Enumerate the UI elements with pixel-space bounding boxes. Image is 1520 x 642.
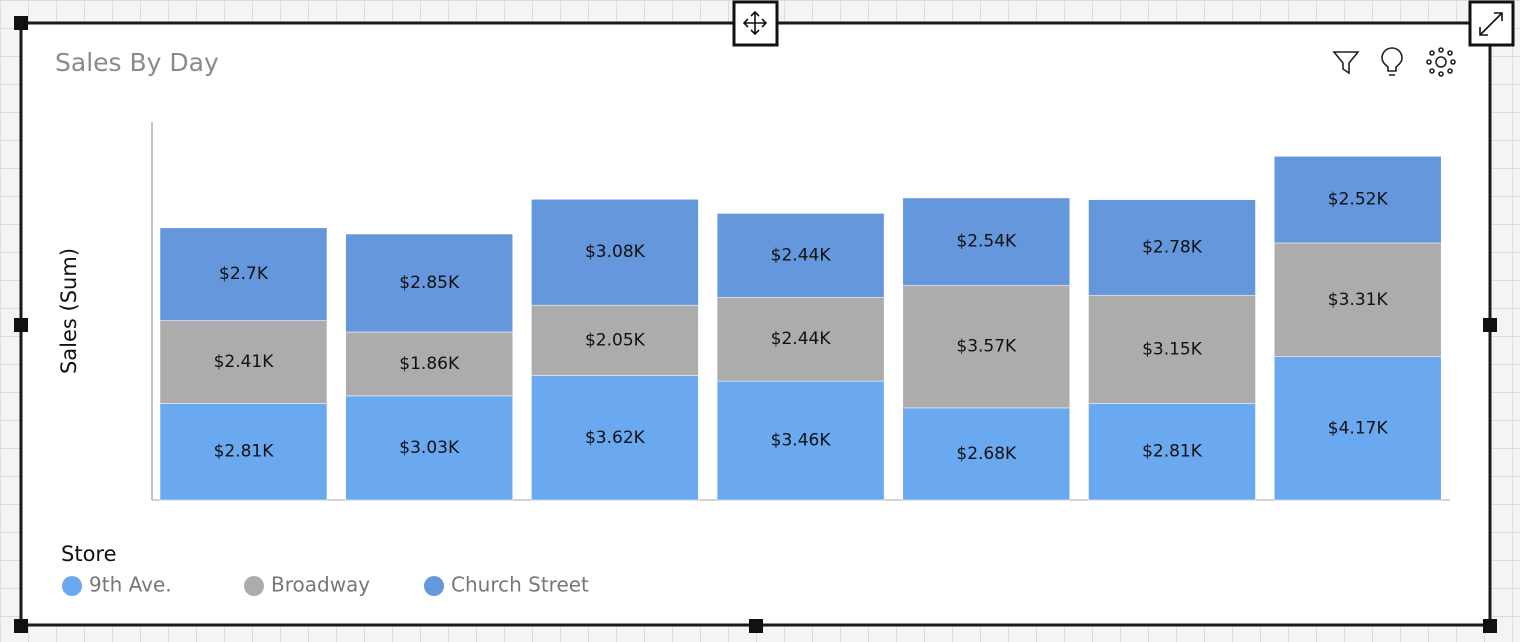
insight-icon[interactable]: [1381, 47, 1403, 76]
data-label: $3.31K: [1328, 290, 1389, 310]
bar-segment[interactable]: [345, 233, 513, 333]
legend-label[interactable]: Church Street: [451, 573, 589, 597]
bar-segment[interactable]: [1088, 403, 1256, 501]
bar-segment[interactable]: [716, 380, 885, 501]
legend-label[interactable]: 9th Ave.: [89, 573, 172, 597]
bar-segment[interactable]: [531, 199, 699, 306]
data-label: $3.15K: [1142, 339, 1203, 359]
bar-segment[interactable]: [1273, 242, 1442, 357]
data-label: $3.57K: [956, 337, 1017, 357]
legend-label[interactable]: Broadway: [271, 573, 370, 597]
data-label: $2.05K: [585, 330, 646, 350]
bar-segment[interactable]: [1273, 356, 1442, 501]
bar-segment[interactable]: [716, 213, 885, 298]
expand-button[interactable]: [1468, 0, 1515, 47]
settings-icon[interactable]: [1426, 47, 1456, 77]
y-axis-label: Sales (Sum): [57, 248, 81, 374]
data-label: $2.81K: [214, 442, 275, 462]
data-label: $3.46K: [771, 431, 832, 451]
bar-segment[interactable]: [159, 403, 328, 501]
chart-title: Sales By Day: [55, 48, 219, 77]
data-label: $2.41K: [214, 352, 275, 372]
bar-segment[interactable]: [902, 197, 1071, 286]
data-label: $2.68K: [956, 444, 1017, 464]
bar-segment[interactable]: [531, 375, 699, 501]
legend-swatch[interactable]: [424, 576, 444, 596]
bar-segment[interactable]: [159, 227, 328, 321]
data-label: $2.81K: [1142, 442, 1203, 462]
data-label: $3.08K: [585, 242, 646, 262]
bar-segment[interactable]: [716, 297, 885, 382]
bar-segment[interactable]: [1088, 199, 1256, 296]
bar-segment[interactable]: [1088, 294, 1256, 404]
bar-segment[interactable]: [902, 407, 1071, 501]
data-label: $2.78K: [1142, 237, 1203, 257]
bar-segment[interactable]: [345, 331, 513, 397]
data-label: $3.03K: [399, 438, 460, 458]
bar-segment[interactable]: [531, 304, 699, 376]
data-label: $2.44K: [771, 329, 832, 349]
filter-icon[interactable]: [1332, 51, 1360, 75]
data-label: $2.85K: [399, 273, 460, 293]
move-button[interactable]: [732, 0, 779, 47]
legend-swatch[interactable]: [244, 576, 264, 596]
data-label: $2.54K: [956, 232, 1017, 252]
data-label: $2.44K: [771, 245, 832, 265]
data-label: $4.17K: [1328, 418, 1389, 438]
bar-segment[interactable]: [345, 395, 513, 501]
data-label: $1.86K: [399, 354, 460, 374]
data-label: $3.62K: [585, 428, 646, 448]
bar-segment[interactable]: [159, 320, 328, 404]
resize-handles[interactable]: [14, 16, 1497, 633]
legend-swatch[interactable]: [62, 576, 82, 596]
legend-title: Store: [61, 542, 117, 566]
bar-segment[interactable]: [1273, 156, 1442, 244]
data-label: $2.52K: [1328, 190, 1389, 210]
bar-segment[interactable]: [902, 284, 1071, 409]
data-label: $2.7K: [219, 264, 269, 284]
